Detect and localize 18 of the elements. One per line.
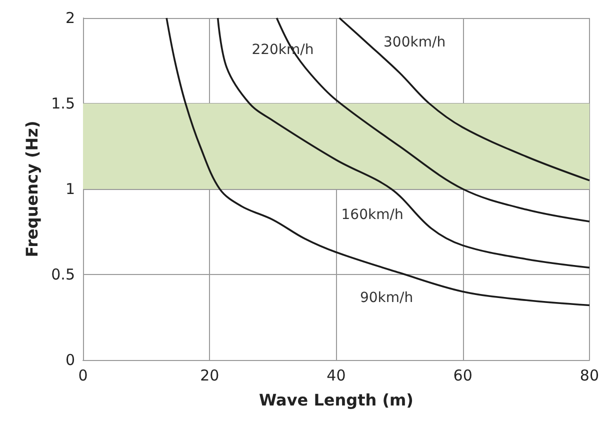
y-tick-label: 2	[65, 9, 75, 27]
series-label: 90km/h	[360, 290, 414, 306]
x-tick-label: 40	[326, 366, 346, 384]
y-axis-title: Frequency (Hz)	[22, 120, 42, 258]
line-series	[338, 17, 590, 182]
x-tick-label: 0	[78, 366, 88, 384]
series-label: 160km/h	[341, 207, 404, 223]
x-axis-title: Wave Length (m)	[258, 390, 414, 410]
x-tick-label: 20	[200, 366, 220, 384]
y-tick-label: 1.5	[51, 94, 75, 112]
x-tick-label: 60	[453, 366, 472, 384]
y-tick-label: 1	[65, 180, 75, 198]
line-series	[216, 17, 590, 269]
y-tick-label: 0.5	[51, 266, 75, 284]
x-tick-label: 80	[580, 366, 600, 384]
y-tick-label: 0	[65, 351, 75, 369]
series-label: 300km/h	[384, 34, 446, 51]
line-series	[166, 17, 590, 306]
